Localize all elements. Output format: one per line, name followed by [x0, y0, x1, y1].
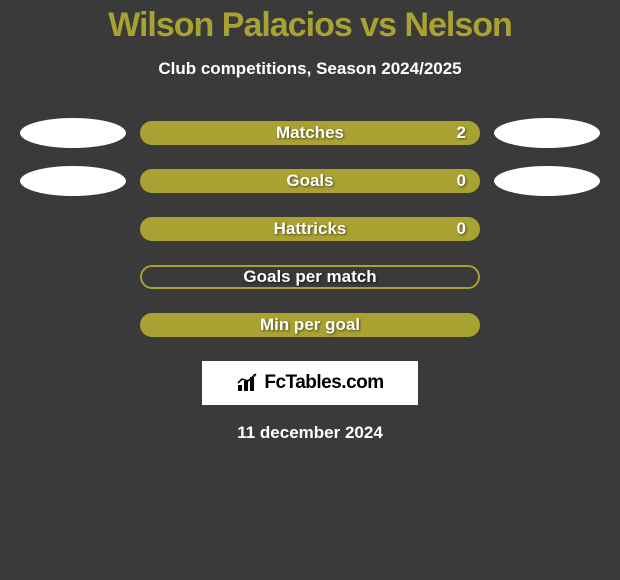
stat-bar: Matches 2: [140, 121, 480, 145]
right-oval-spacer: [494, 214, 600, 244]
logo-box: FcTables.com: [202, 361, 418, 405]
stat-bar: Goals per match: [140, 265, 480, 289]
stat-label: Min per goal: [260, 315, 360, 335]
left-oval: [20, 166, 126, 196]
footer-date: 11 december 2024: [0, 423, 620, 443]
stat-row: Goals per match: [0, 265, 620, 289]
stat-bar: Goals 0: [140, 169, 480, 193]
stat-label: Goals per match: [243, 267, 376, 287]
stat-row: Matches 2: [0, 121, 620, 145]
stat-value: 0: [457, 219, 466, 239]
right-oval-spacer: [494, 262, 600, 292]
stat-label: Matches: [276, 123, 344, 143]
chart-icon: [236, 373, 260, 393]
right-oval: [494, 118, 600, 148]
right-oval: [494, 166, 600, 196]
stat-value: 2: [457, 123, 466, 143]
stat-bar: Min per goal: [140, 313, 480, 337]
stat-row: Goals 0: [0, 169, 620, 193]
logo-text: FcTables.com: [264, 372, 383, 394]
logo: FcTables.com: [236, 372, 383, 394]
stat-bar: Hattricks 0: [140, 217, 480, 241]
page-title: Wilson Palacios vs Nelson: [0, 0, 620, 45]
left-oval-spacer: [20, 262, 126, 292]
left-oval-spacer: [20, 214, 126, 244]
stat-row: Min per goal: [0, 313, 620, 337]
stat-value: 0: [457, 171, 466, 191]
right-oval-spacer: [494, 310, 600, 340]
left-oval: [20, 118, 126, 148]
stat-label: Goals: [286, 171, 333, 191]
page-subtitle: Club competitions, Season 2024/2025: [0, 59, 620, 79]
stat-label: Hattricks: [274, 219, 347, 239]
left-oval-spacer: [20, 310, 126, 340]
stat-row: Hattricks 0: [0, 217, 620, 241]
stats-container: Matches 2 Goals 0 Hattricks 0 Goals per …: [0, 121, 620, 337]
